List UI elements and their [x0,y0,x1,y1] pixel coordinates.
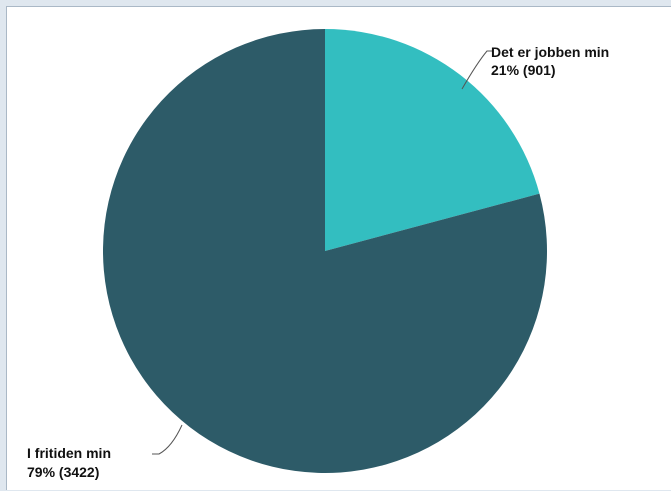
slice-value-jobben: 21% (901) [491,62,556,78]
slice-label-jobben: Det er jobben min [491,44,609,60]
leader-line-fritiden [152,424,183,455]
leader-line-jobben [461,50,493,90]
pie-slice-0 [325,29,540,251]
slice-label-fritiden: I fritiden min [27,445,111,461]
pie-slice-1 [102,29,547,474]
pie-chart: Det er jobben min 21% (901) I fritiden m… [27,29,609,480]
slice-value-fritiden: 79% (3422) [27,464,99,480]
chart-frame: Det er jobben min 21% (901) I fritiden m… [6,6,671,490]
